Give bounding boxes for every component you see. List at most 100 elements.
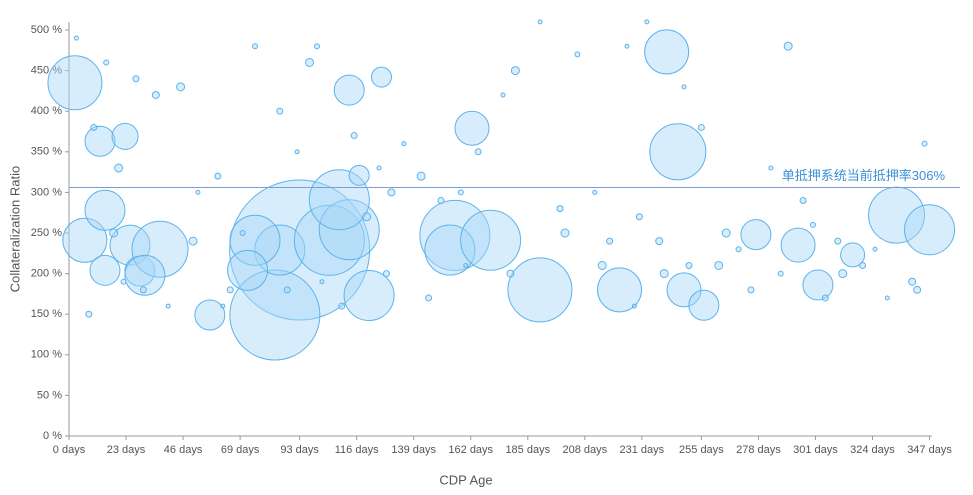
bubble [376, 165, 382, 171]
bubble [338, 302, 346, 310]
bubble [649, 123, 707, 181]
x-tick-label: 347 days [907, 444, 952, 456]
bubble [574, 51, 581, 58]
x-tick-label: 0 days [53, 444, 86, 456]
bubble [387, 188, 396, 197]
bubble [350, 132, 358, 140]
bubble [802, 269, 834, 301]
bubble [474, 148, 482, 156]
bubble [780, 227, 816, 263]
bubble [165, 303, 171, 309]
bubble [457, 189, 464, 196]
bubble [838, 269, 848, 279]
bubble [401, 141, 407, 147]
bubble [73, 35, 79, 41]
bubble [214, 172, 222, 180]
bubble [382, 270, 390, 278]
bubble [151, 90, 160, 99]
bubble [460, 209, 522, 271]
bubble [229, 214, 281, 266]
bubble [537, 19, 543, 25]
bubble [655, 237, 664, 246]
bubble [507, 257, 573, 323]
bubble [688, 289, 720, 321]
bubble [84, 125, 116, 157]
y-tick-label: 300 % [31, 186, 62, 198]
bubble [454, 110, 490, 146]
bubble [132, 75, 140, 83]
bubble [109, 228, 119, 238]
bubble [294, 149, 300, 155]
x-tick-label: 185 days [505, 444, 550, 456]
bubble [809, 221, 816, 228]
bubble [714, 260, 724, 270]
bubble [308, 169, 370, 231]
bubble [777, 270, 784, 277]
bubble [111, 122, 139, 150]
y-tick-label: 500 % [31, 24, 62, 36]
bubble [293, 204, 365, 276]
bubble [884, 295, 890, 301]
bubble [872, 246, 878, 252]
bubble [109, 224, 151, 266]
bubble [419, 199, 491, 271]
bubble [139, 286, 147, 294]
bubble [908, 277, 917, 286]
y-tick-label: 0 % [43, 430, 62, 442]
bubble [859, 261, 867, 269]
bubble [188, 236, 198, 246]
y-tick-label: 350 % [31, 146, 62, 158]
bubble [666, 272, 702, 308]
bubble [305, 57, 315, 67]
bubble [463, 262, 469, 268]
bubble [921, 140, 928, 147]
bubble [913, 285, 922, 294]
y-tick-label: 50 % [37, 389, 62, 401]
bubble [220, 303, 226, 309]
bubble [85, 310, 93, 318]
x-tick-label: 255 days [679, 444, 724, 456]
bubble [904, 204, 956, 256]
x-tick-label: 278 days [736, 444, 781, 456]
bubble [195, 189, 201, 195]
bubble [500, 92, 506, 98]
bubble [416, 171, 426, 181]
bubble [506, 269, 515, 278]
x-tick-label: 69 days [221, 444, 260, 456]
bubble [597, 260, 607, 270]
bubble [229, 179, 371, 321]
x-tick-label: 116 days [335, 444, 379, 456]
bubble [114, 163, 124, 173]
bubble [90, 123, 98, 131]
x-tick-label: 301 days [793, 444, 838, 456]
bubble [834, 237, 842, 245]
bubble [229, 269, 321, 361]
bubble [251, 43, 258, 50]
bubble [799, 197, 807, 205]
y-tick-label: 250 % [31, 227, 62, 239]
bubble [425, 294, 433, 302]
bubble [721, 228, 731, 238]
x-tick-label: 23 days [107, 444, 146, 456]
bubble [176, 82, 186, 92]
bubble [606, 237, 614, 245]
bubble [697, 123, 705, 131]
bubble [735, 246, 742, 253]
bubble [120, 278, 127, 285]
bubble [768, 165, 774, 171]
reference-label: 单抵押系统当前抵押率306% [782, 168, 946, 183]
bubble [592, 189, 598, 195]
x-tick-label: 324 days [850, 444, 895, 456]
y-axis-title: Collateralization Ratio [7, 166, 22, 292]
bubble [62, 217, 108, 263]
bubble [556, 205, 564, 213]
bubble [362, 212, 372, 222]
bubble [84, 189, 126, 231]
bubble [124, 254, 166, 296]
bubble [47, 55, 103, 111]
x-tick-label: 231 days [620, 444, 665, 456]
bubble [276, 107, 284, 115]
bubble [510, 66, 520, 76]
bubble [821, 294, 829, 302]
